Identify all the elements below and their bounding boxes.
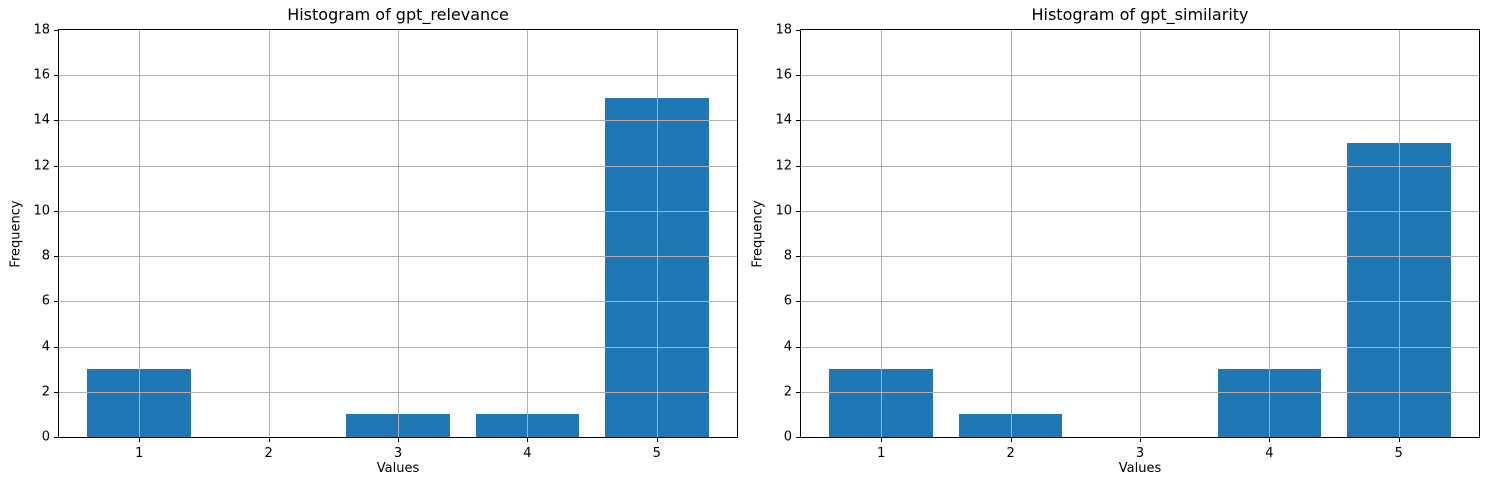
y-tick-label: 12 [775,158,792,174]
y-tick-label: 4 [41,339,50,355]
y-tick-label: 10 [33,203,50,219]
x-tick-label: 5 [652,446,661,461]
gridline-vertical [1010,30,1012,437]
y-tick-label: 16 [775,67,792,83]
y-tick-mark [54,301,58,303]
x-tick-label: 3 [393,446,403,461]
y-tick-label: 0 [41,429,50,445]
gridline-vertical [398,30,399,437]
chart-title: Histogram of gpt_relevance [287,5,509,24]
x-axis-label: Values [376,461,420,476]
bar-value-1 [87,369,191,437]
y-tick-mark [796,75,800,77]
y-tick-label: 14 [33,112,50,128]
y-tick-label: 6 [783,293,792,309]
y-tick-label: 4 [783,339,792,355]
y-tick-mark [54,120,58,122]
gridline-vertical [1140,30,1141,437]
y-tick-mark [54,165,58,167]
x-tick-mark [398,438,399,442]
y-tick-label: 12 [33,158,50,174]
y-tick-label: 14 [775,112,792,128]
x-tick-label: 2 [1006,446,1015,461]
y-tick-label: 10 [775,203,792,219]
y-tick-mark [54,346,58,348]
x-tick-mark [1398,438,1400,442]
y-tick-mark [54,391,58,393]
y-tick-mark [796,391,800,393]
gridline-vertical [1398,30,1400,437]
y-tick-mark [54,437,58,438]
x-tick-mark [1010,438,1012,442]
x-tick-label: 1 [877,446,886,461]
bar-value-2 [958,414,1063,437]
bar-value-1 [829,369,933,437]
y-tick-mark [796,30,800,31]
x-tick-mark [139,438,141,442]
x-tick-label: 5 [1394,446,1403,461]
x-tick-mark [268,438,270,442]
x-tick-label: 2 [264,446,273,461]
y-tick-mark [796,210,800,212]
plot-area [58,29,738,438]
x-tick-label: 4 [523,446,532,461]
x-tick-mark [527,438,529,442]
y-tick-label: 18 [775,22,792,38]
y-tick-label: 8 [41,248,50,264]
y-tick-label: 8 [783,248,792,264]
y-tick-label: 0 [783,429,792,445]
y-tick-mark [796,165,800,167]
y-tick-label: 6 [41,293,50,309]
y-tick-label: 2 [783,384,792,400]
y-tick-mark [54,30,58,31]
y-tick-mark [54,75,58,77]
plot-area [800,29,1480,438]
x-tick-label: 4 [1265,446,1274,461]
y-tick-label: 2 [41,384,50,400]
x-tick-mark [1140,438,1141,442]
x-tick-mark [881,438,883,442]
y-tick-mark [796,346,800,348]
y-tick-mark [796,437,800,438]
gridline-vertical [527,30,529,437]
gridline-vertical [268,30,270,437]
y-tick-mark [796,256,800,258]
y-tick-label: 16 [33,67,50,83]
gridline-vertical [139,30,141,437]
bar-value-3 [346,414,450,437]
y-tick-mark [796,301,800,303]
y-tick-mark [54,256,58,258]
gridline-vertical [881,30,883,437]
chart-title: Histogram of gpt_similarity [1031,5,1249,24]
y-tick-mark [54,210,58,212]
x-tick-label: 3 [1135,446,1145,461]
gridline-vertical [1269,30,1271,437]
y-axis-label: Frequency [750,199,766,268]
x-axis-label: Values [1118,461,1162,476]
x-tick-mark [656,438,658,442]
y-tick-mark [796,120,800,122]
y-tick-label: 18 [33,22,50,38]
gridline-vertical [656,30,658,437]
x-tick-label: 1 [135,446,144,461]
x-tick-mark [1269,438,1271,442]
